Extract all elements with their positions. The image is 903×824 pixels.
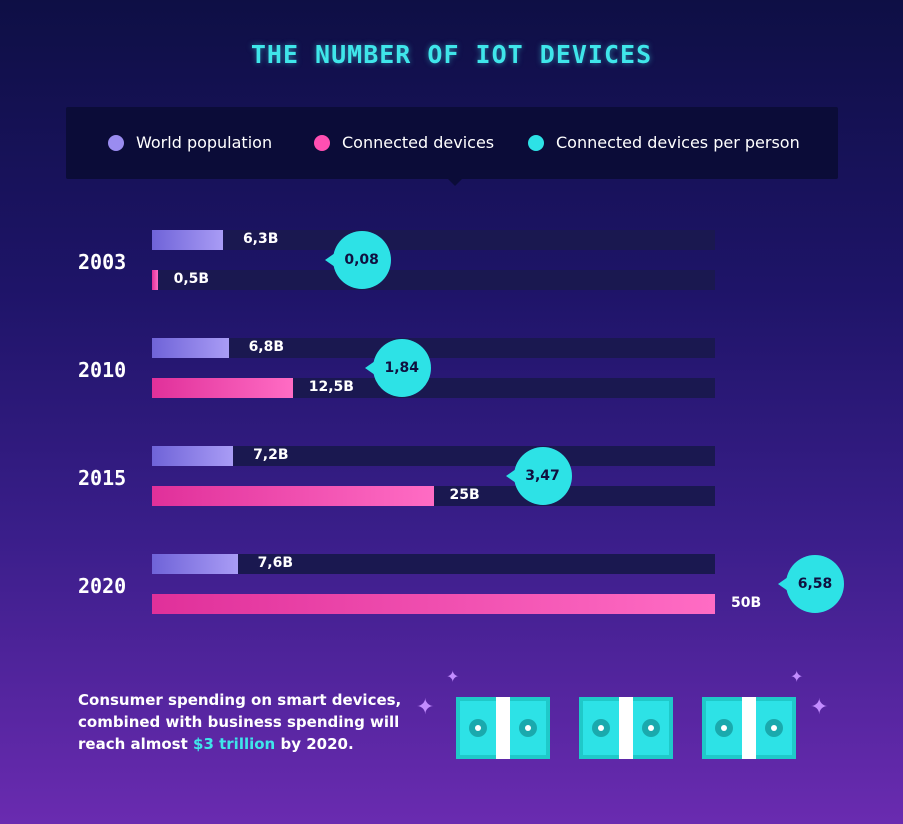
bubble-devices-per-person: 3,47 <box>505 447 572 505</box>
bar-world-population <box>152 338 229 358</box>
legend-item-connected-devices: Connected devices <box>314 133 494 152</box>
money-stack-icon <box>579 697 673 759</box>
sparkle-icon: ✦ <box>416 695 435 720</box>
bar-track <box>152 554 715 574</box>
bar-track <box>152 446 715 466</box>
value-label-population: 6,3B <box>242 231 279 247</box>
value-label-population: 7,2B <box>253 447 289 463</box>
year-label: 2015 <box>78 466 127 490</box>
bar-connected-devices <box>152 378 293 398</box>
legend-dot-population-icon <box>108 134 124 151</box>
bubble-devices-per-person: 1,84 <box>364 339 431 397</box>
sparkle-icon: ✦ <box>790 667 804 686</box>
bubble-devices-per-person: 6,58 <box>778 555 844 613</box>
legend-label: Connected devices per person <box>556 133 800 152</box>
bar-connected-devices <box>152 594 715 614</box>
legend-item-devices-per-person: Connected devices per person <box>528 133 800 152</box>
footnote-highlight: $3 trillion <box>193 735 276 753</box>
footnote: Consumer spending on smart devices, comb… <box>78 689 408 755</box>
legend-label: Connected devices <box>342 133 495 152</box>
bar-connected-devices <box>152 486 434 506</box>
footnote-text-end: by 2020. <box>275 735 354 753</box>
value-label-population: 7,6B <box>257 555 294 571</box>
legend-item-world-population: World population <box>108 133 272 152</box>
value-label-population: 6,8B <box>248 339 285 355</box>
bar-track <box>152 338 715 358</box>
bar-connected-devices <box>152 270 158 290</box>
page-title: THE NUMBER OF IOT DEVICES <box>250 40 653 69</box>
year-label: 2020 <box>78 574 127 598</box>
bar-world-population <box>152 554 238 574</box>
value-label-devices: 12,5B <box>308 379 354 395</box>
bar-track <box>152 230 715 250</box>
bar-world-population <box>152 230 223 250</box>
sparkle-icon: ✦ <box>810 695 829 720</box>
year-label: 2003 <box>78 250 127 274</box>
value-label-devices: 25B <box>449 487 480 503</box>
bar-track <box>152 270 715 290</box>
bubble-devices-per-person: 0,08 <box>324 231 391 289</box>
value-label-devices: 50B <box>731 595 762 611</box>
money-stack-icon <box>702 697 796 759</box>
legend: World population Connected devices Conne… <box>66 107 838 186</box>
legend-dot-per-person-icon <box>528 134 544 151</box>
bar-world-population <box>152 446 234 466</box>
value-label-devices: 0,5B <box>173 271 210 287</box>
year-label: 2010 <box>78 358 127 382</box>
legend-dot-devices-icon <box>314 134 330 151</box>
legend-label: World population <box>136 133 273 152</box>
bar-track <box>152 378 715 398</box>
sparkle-icon: ✦ <box>446 667 460 686</box>
money-stack-icon <box>456 697 550 759</box>
footnote-text: Consumer spending on smart devices, comb… <box>78 691 402 753</box>
